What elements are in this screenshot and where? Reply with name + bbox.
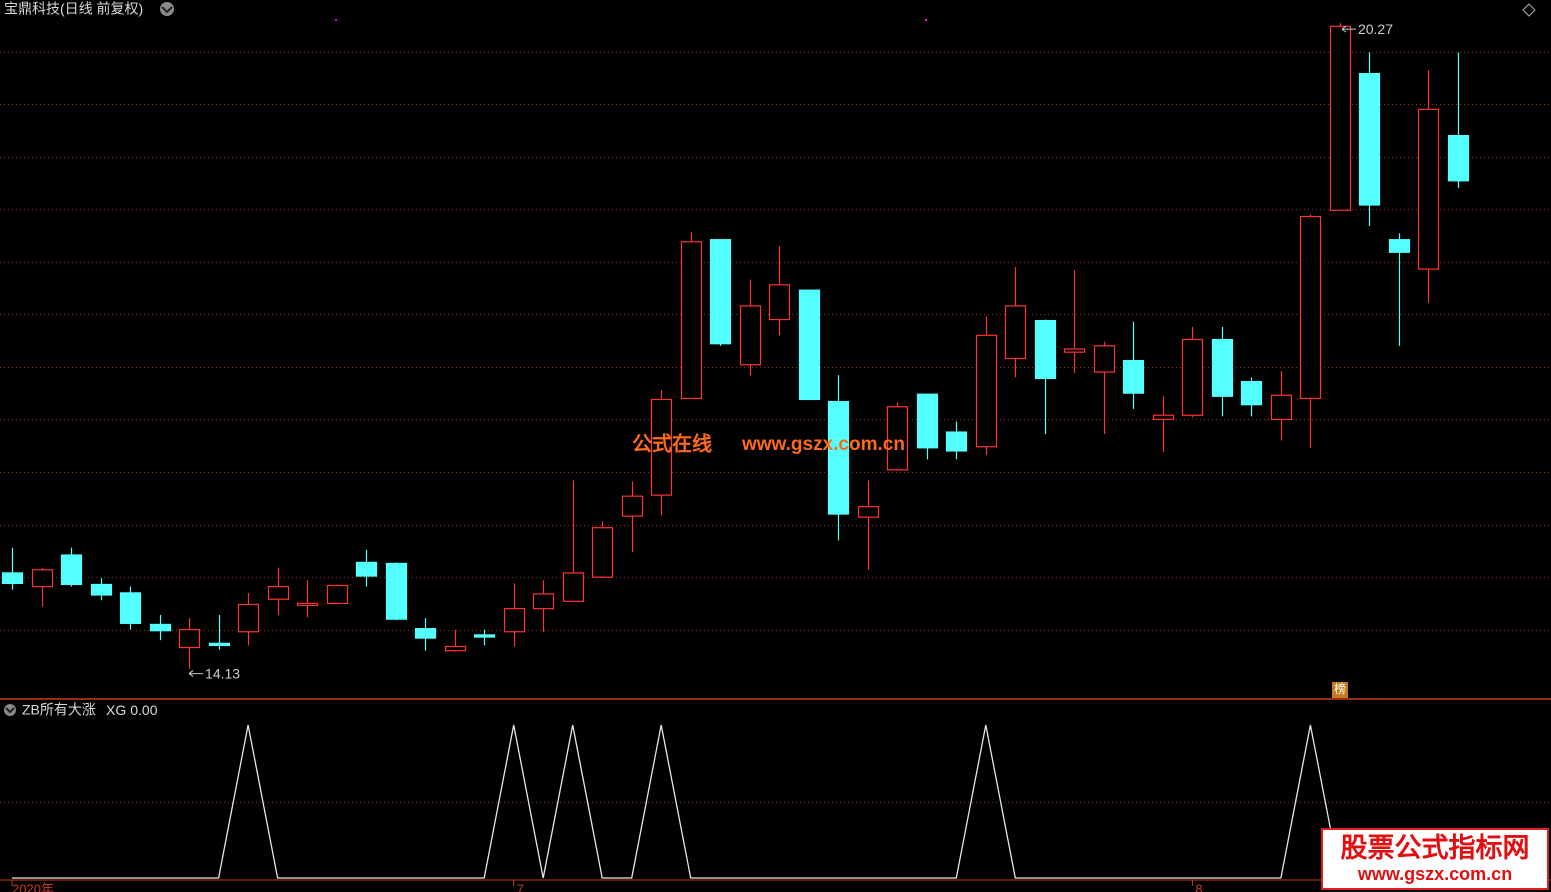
candle-body xyxy=(1329,25,1352,211)
candle-body xyxy=(90,583,113,596)
badge: 榜 xyxy=(1334,681,1346,696)
indicator-title: ZB所有大涨 xyxy=(22,702,96,718)
candle-body xyxy=(414,628,437,639)
candle-body xyxy=(31,569,54,588)
candle-body xyxy=(1093,345,1116,373)
candle-body xyxy=(857,506,880,518)
indicator-legend: XG0.00 xyxy=(106,702,158,718)
candle-body xyxy=(532,593,555,610)
badge-box[interactable] xyxy=(1332,682,1348,698)
candle-body xyxy=(562,572,585,602)
candle-body xyxy=(60,554,83,586)
candle-body xyxy=(1004,305,1027,360)
candle-body xyxy=(296,602,319,607)
candle-body xyxy=(1181,338,1204,416)
candle-body xyxy=(1358,72,1381,206)
candle-body xyxy=(385,562,408,620)
candle-body xyxy=(503,608,526,633)
candle-body xyxy=(591,527,614,578)
footer-watermark-name: 股票公式指标网 xyxy=(1341,833,1530,863)
candle-body xyxy=(650,398,673,496)
candle-body xyxy=(1122,359,1145,394)
candle-body xyxy=(1211,338,1234,397)
series-name: XG xyxy=(106,702,126,718)
watermark-url: www.gszx.com.cn xyxy=(741,434,905,455)
candle-body xyxy=(1447,135,1470,182)
candle-body xyxy=(149,623,172,632)
annotation-arrow xyxy=(188,670,204,677)
candle-body xyxy=(326,584,349,604)
watermark-name: 公式在线 xyxy=(632,431,712,455)
high-label: 20.27 xyxy=(1358,21,1393,37)
candle-body xyxy=(798,289,821,401)
candle-body xyxy=(709,239,732,345)
candle-body xyxy=(1417,108,1440,270)
candle-body xyxy=(886,406,909,471)
menu-button[interactable] xyxy=(160,2,174,16)
candle-body xyxy=(237,603,260,633)
candle-body xyxy=(945,431,968,452)
candle-body xyxy=(1388,239,1411,253)
marker-dot xyxy=(335,19,337,21)
candle-body xyxy=(621,495,644,517)
candle-body xyxy=(1034,320,1057,380)
candle-body xyxy=(739,305,762,366)
candle-body xyxy=(768,284,791,321)
low-label: 14.13 xyxy=(205,665,240,681)
marker-dot xyxy=(925,19,927,21)
expand-icon[interactable] xyxy=(1522,3,1536,17)
candle-body xyxy=(680,241,703,400)
candle-body xyxy=(975,334,998,448)
footer-watermark-box xyxy=(1321,828,1549,890)
x-tick-label: 2020年 xyxy=(12,881,54,892)
chart-title: 宝鼎科技(日线 前复权) xyxy=(4,1,143,17)
candle-body xyxy=(1152,414,1175,421)
candle-body xyxy=(1063,348,1086,353)
annotation-arrow xyxy=(1341,25,1356,33)
x-tick-label: 7 xyxy=(517,881,524,892)
candle-body xyxy=(1299,215,1322,400)
series-current: 0.00 xyxy=(130,702,157,718)
menu-arrow xyxy=(5,707,15,714)
candle-body xyxy=(1270,394,1293,421)
candle-body xyxy=(473,634,496,638)
indicator-line xyxy=(12,724,1458,879)
x-tick-label: 8 xyxy=(1195,881,1202,892)
footer-watermark-url: www.gszx.com.cn xyxy=(1357,864,1512,884)
candle-body xyxy=(444,645,467,652)
candle-body xyxy=(178,629,201,649)
candle-body xyxy=(916,393,939,449)
indicator-menu[interactable] xyxy=(4,704,16,716)
candle-body xyxy=(119,592,142,624)
candle-body xyxy=(267,585,290,600)
candle-body xyxy=(1,572,24,585)
candle-body xyxy=(355,561,378,577)
candle-body xyxy=(208,642,231,647)
candle-body xyxy=(1240,380,1263,406)
menu-arrow xyxy=(161,6,173,14)
candle-body xyxy=(827,400,850,515)
